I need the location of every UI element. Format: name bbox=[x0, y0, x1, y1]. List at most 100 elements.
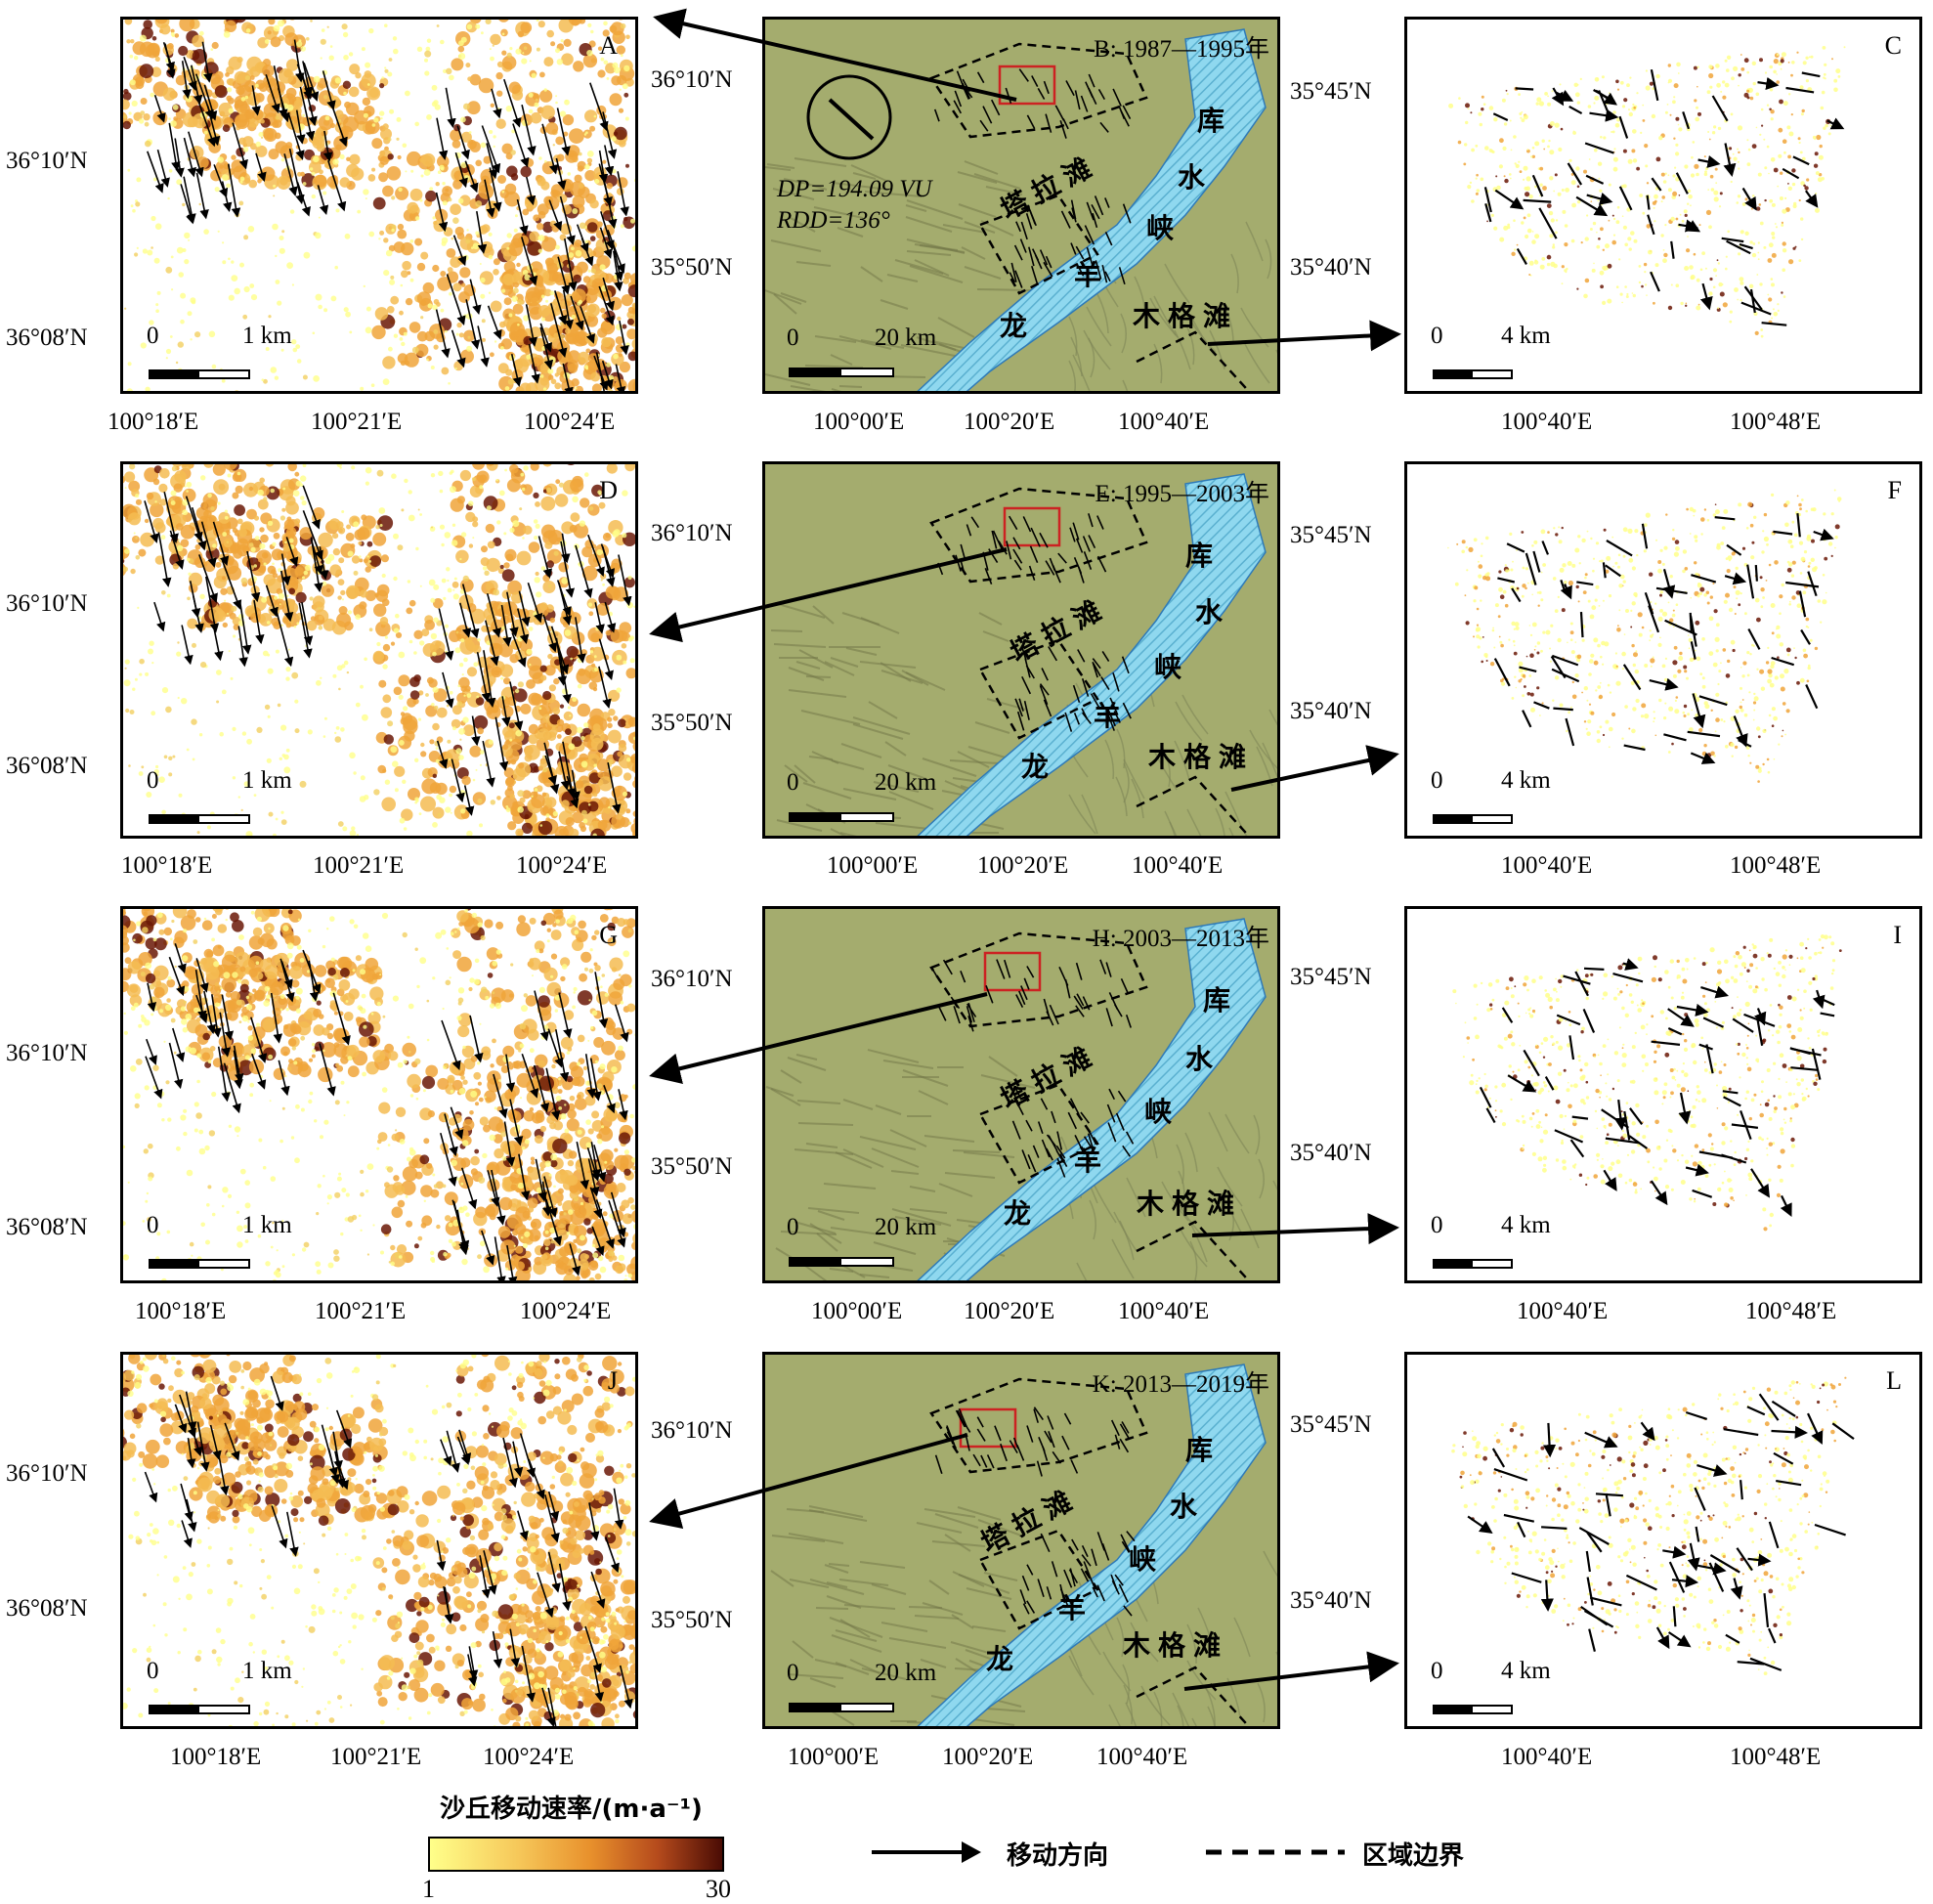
period-label: K: 2013—2019年 bbox=[1093, 1364, 1269, 1400]
panel-label: L bbox=[1886, 1366, 1902, 1396]
place-yang: 羊 bbox=[1074, 1140, 1109, 1179]
panel-l: L 0 4 km bbox=[1404, 1352, 1922, 1729]
place-mugetan: 木格滩 bbox=[1148, 736, 1254, 775]
place-long: 龙 bbox=[1000, 305, 1035, 344]
axis-tick: 100°18′E bbox=[135, 1298, 226, 1325]
period-label: E: 1995—2003年 bbox=[1095, 474, 1269, 509]
panel-j: J 0 1 km bbox=[120, 1352, 638, 1729]
axis-tick: 36°10′N bbox=[651, 966, 733, 993]
axis-tick: 100°40′E bbox=[1501, 1744, 1592, 1771]
axis-tick: 36°08′N bbox=[6, 1214, 88, 1241]
mugetan-map bbox=[1407, 1355, 1922, 1729]
panel-label: C bbox=[1885, 31, 1902, 61]
place-shui: 水 bbox=[1178, 156, 1213, 195]
colorbar-min: 1 bbox=[422, 1875, 435, 1904]
panel-f: F 0 4 km bbox=[1404, 461, 1922, 839]
axis-tick: 36°08′N bbox=[6, 1595, 88, 1623]
axis-tick: 100°00′E bbox=[827, 852, 918, 880]
panel-g: G 0 1 km bbox=[120, 906, 638, 1283]
period-label: H: 2003—2013年 bbox=[1093, 919, 1269, 954]
place-ku: 库 bbox=[1185, 535, 1221, 574]
place-shui: 水 bbox=[1170, 1486, 1205, 1525]
panel-k: K: 2013—2019年 塔拉滩 木格滩 库 水 峡 羊 龙 0 20 km bbox=[762, 1352, 1280, 1729]
mugetan-map bbox=[1407, 909, 1922, 1283]
panel-b: B: 1987—1995年 DP=194.09 VU RDD=136° 塔拉滩 … bbox=[762, 17, 1280, 394]
dune-map bbox=[123, 464, 638, 839]
place-yang: 羊 bbox=[1074, 254, 1109, 293]
axis-tick: 100°24′E bbox=[524, 409, 615, 436]
axis-tick: 100°40′E bbox=[1501, 852, 1592, 880]
wind-dp: DP=194.09 VU bbox=[777, 176, 932, 203]
axis-tick: 100°00′E bbox=[813, 409, 904, 436]
place-ku: 库 bbox=[1197, 100, 1232, 139]
axis-tick: 100°48′E bbox=[1730, 409, 1821, 436]
panel-c: C 0 4 km bbox=[1404, 17, 1922, 394]
axis-tick: 100°40′E bbox=[1517, 1298, 1608, 1325]
panel-a: A 0 1 km bbox=[120, 17, 638, 394]
axis-tick: 100°40′E bbox=[1096, 1744, 1187, 1771]
axis-tick: 100°48′E bbox=[1730, 1744, 1821, 1771]
colorbar-max: 30 bbox=[706, 1875, 731, 1904]
axis-tick: 35°50′N bbox=[651, 1153, 733, 1181]
panel-label: D bbox=[599, 476, 618, 505]
axis-tick: 100°00′E bbox=[788, 1744, 879, 1771]
axis-tick: 100°21′E bbox=[330, 1744, 421, 1771]
place-mugetan: 木格滩 bbox=[1133, 295, 1238, 334]
axis-tick: 36°10′N bbox=[651, 66, 733, 94]
axis-tick: 36°10′N bbox=[651, 1417, 733, 1445]
axis-tick: 36°08′N bbox=[6, 325, 88, 352]
place-yang: 羊 bbox=[1094, 695, 1129, 734]
place-long: 龙 bbox=[1004, 1192, 1039, 1232]
panel-d: D 0 1 km bbox=[120, 461, 638, 839]
panel-label: J bbox=[608, 1366, 618, 1396]
axis-tick: 100°20′E bbox=[977, 852, 1068, 880]
axis-tick: 100°40′E bbox=[1501, 409, 1592, 436]
axis-tick: 35°50′N bbox=[651, 1607, 733, 1634]
axis-tick: 100°20′E bbox=[964, 1298, 1054, 1325]
mugetan-map bbox=[1407, 464, 1922, 839]
dune-map bbox=[123, 909, 638, 1283]
axis-tick: 100°00′E bbox=[811, 1298, 902, 1325]
place-xia: 峡 bbox=[1146, 207, 1181, 246]
axis-tick: 35°45′N bbox=[1290, 78, 1372, 106]
axis-tick: 36°08′N bbox=[6, 753, 88, 780]
panel-e: E: 1995—2003年 塔拉滩 木格滩 库 水 峡 羊 龙 0 20 km bbox=[762, 461, 1280, 839]
axis-tick: 36°10′N bbox=[6, 1040, 88, 1067]
panel-i: I 0 4 km bbox=[1404, 906, 1922, 1283]
panel-label: F bbox=[1888, 476, 1902, 505]
panel-h: H: 2003—2013年 塔拉滩 木格滩 库 水 峡 羊 龙 0 20 km bbox=[762, 906, 1280, 1283]
axis-tick: 100°18′E bbox=[121, 852, 212, 880]
axis-tick: 100°21′E bbox=[313, 852, 404, 880]
axis-tick: 100°20′E bbox=[964, 409, 1054, 436]
axis-tick: 100°48′E bbox=[1745, 1298, 1836, 1325]
colorbar bbox=[428, 1837, 724, 1872]
axis-tick: 100°21′E bbox=[311, 409, 402, 436]
axis-tick: 35°40′N bbox=[1290, 698, 1372, 725]
place-mugetan: 木格滩 bbox=[1123, 1624, 1228, 1664]
axis-tick: 35°45′N bbox=[1290, 964, 1372, 991]
axis-tick: 100°40′E bbox=[1132, 852, 1223, 880]
place-long: 龙 bbox=[1021, 746, 1056, 785]
axis-tick: 36°10′N bbox=[6, 590, 88, 618]
axis-tick: 100°24′E bbox=[516, 852, 607, 880]
place-shui: 水 bbox=[1185, 1038, 1221, 1077]
place-xia: 峡 bbox=[1154, 646, 1189, 685]
colorbar-title: 沙丘移动速率/(m·a⁻¹) bbox=[440, 1789, 703, 1825]
place-ku: 库 bbox=[1185, 1429, 1221, 1468]
legend-arrow-label: 移动方向 bbox=[1007, 1836, 1108, 1872]
axis-tick: 35°40′N bbox=[1290, 1587, 1372, 1615]
wind-rdd: RDD=136° bbox=[777, 207, 890, 235]
axis-tick: 35°40′N bbox=[1290, 1140, 1372, 1167]
legend-boundary-icon bbox=[1202, 1838, 1349, 1867]
dune-map bbox=[123, 20, 638, 394]
panel-label: G bbox=[599, 921, 618, 950]
legend-boundary-label: 区域边界 bbox=[1362, 1836, 1464, 1872]
mugetan-map bbox=[1407, 20, 1922, 394]
axis-tick: 100°24′E bbox=[483, 1744, 574, 1771]
axis-tick: 36°10′N bbox=[651, 520, 733, 547]
legend-arrow-icon bbox=[868, 1838, 985, 1867]
place-mugetan: 木格滩 bbox=[1137, 1183, 1242, 1222]
axis-tick: 100°21′E bbox=[315, 1298, 406, 1325]
axis-tick: 100°20′E bbox=[942, 1744, 1033, 1771]
panel-label: A bbox=[599, 31, 618, 61]
